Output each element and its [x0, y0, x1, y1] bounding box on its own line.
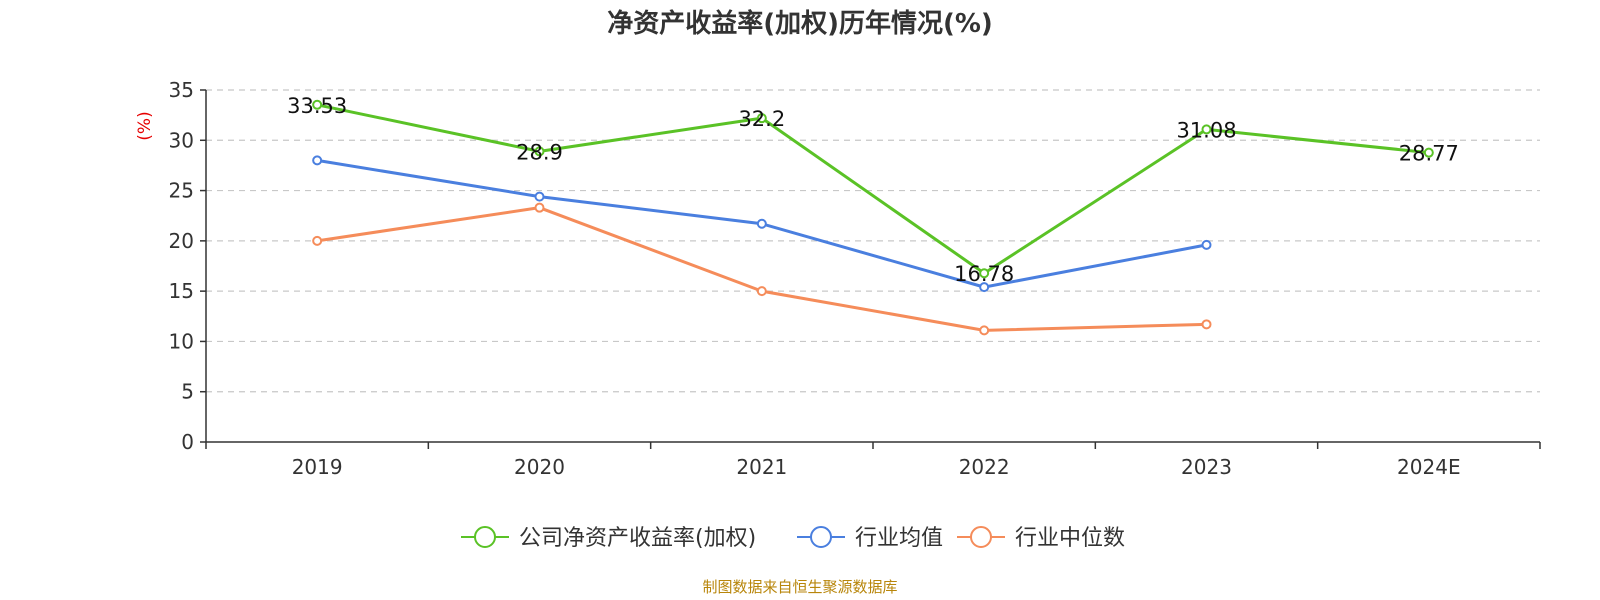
- data-point[interactable]: [312, 155, 323, 166]
- y-tick-label: 35: [169, 78, 194, 102]
- legend-swatch-circle: [970, 526, 992, 548]
- data-point[interactable]: [534, 202, 545, 213]
- data-label: 32.2: [738, 107, 785, 131]
- data-point[interactable]: [756, 286, 767, 297]
- data-point[interactable]: [1201, 319, 1212, 330]
- x-tick-label: 2024E: [1397, 455, 1461, 479]
- data-point[interactable]: [534, 191, 545, 202]
- axes: 0 5 10 15 20 25 30 35 2019 2020 2021 2022 2023 2024E: [169, 78, 1541, 479]
- data-point[interactable]: [312, 235, 323, 246]
- y-tick-label: 20: [169, 229, 194, 253]
- y-tick-label: 10: [169, 329, 194, 353]
- legend-item[interactable]: 公司净资产收益率(加权): [461, 526, 756, 551]
- legend-label: 行业均值: [855, 526, 943, 551]
- data-label: 33.53: [287, 94, 347, 118]
- y-axis-label: (%): [135, 111, 155, 140]
- y-tick-label: 0: [181, 430, 194, 454]
- data-point[interactable]: [979, 268, 990, 279]
- x-tick-label: 2020: [514, 455, 565, 479]
- y-tick-label: 15: [169, 279, 194, 303]
- x-tick-label: 2019: [292, 455, 343, 479]
- chart-title: 净资产收益率(加权)历年情况(%): [607, 8, 993, 39]
- data-point[interactable]: [534, 146, 545, 157]
- data-point[interactable]: [979, 325, 990, 336]
- y-tick-label: 25: [169, 179, 194, 203]
- data-label: 28.9: [516, 140, 563, 164]
- x-tick-label: 2021: [736, 455, 787, 479]
- x-tick-label: 2023: [1181, 455, 1232, 479]
- y-tick-label: 30: [169, 128, 194, 152]
- data-point[interactable]: [1201, 124, 1212, 135]
- data-label: 31.08: [1176, 118, 1236, 142]
- data-labels: 33.53 28.9 32.2 16.78 31.08 28.77: [287, 94, 1459, 286]
- data-point[interactable]: [1201, 239, 1212, 250]
- data-point[interactable]: [756, 218, 767, 229]
- legend-item[interactable]: 行业中位数: [957, 526, 1125, 551]
- data-label: 28.77: [1399, 142, 1459, 166]
- legend-label: 公司净资产收益率(加权): [519, 526, 756, 551]
- series-layer: [312, 99, 1434, 336]
- data-point[interactable]: [1423, 147, 1434, 158]
- x-tick-label: 2022: [959, 455, 1010, 479]
- legend-swatch-circle: [810, 526, 832, 548]
- data-point[interactable]: [979, 282, 990, 293]
- series-line: [316, 103, 1429, 275]
- legend[interactable]: 公司净资产收益率(加权) 行业均值 行业中位数: [461, 526, 1125, 551]
- data-label: 16.78: [954, 262, 1014, 286]
- source-note: 制图数据来自恒生聚源数据库: [702, 578, 897, 596]
- data-point[interactable]: [756, 113, 767, 124]
- data-point[interactable]: [312, 99, 323, 110]
- y-tick-label: 5: [181, 380, 194, 404]
- grid: [206, 89, 1540, 393]
- legend-swatch-circle: [474, 526, 496, 548]
- legend-item[interactable]: 行业均值: [797, 526, 943, 551]
- legend-label: 行业中位数: [1015, 526, 1125, 551]
